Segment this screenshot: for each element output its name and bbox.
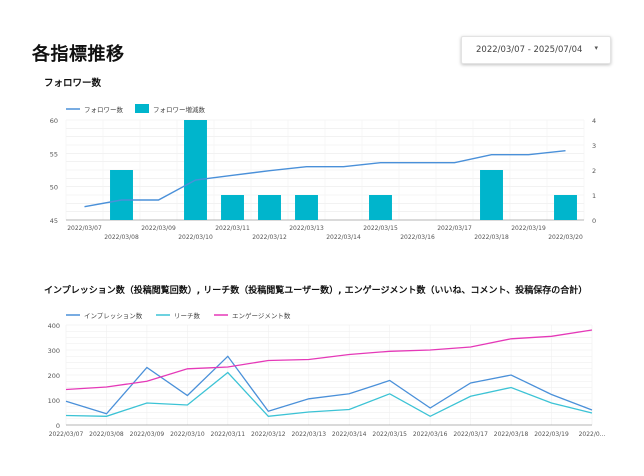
bar-follower-change bbox=[480, 170, 503, 220]
y-tick-right: 4 bbox=[592, 117, 596, 125]
follower-chart: フォロワー数 フォロワー増減数45505560012342022/03/07202… bbox=[50, 104, 596, 241]
legend-label: エンゲージメント数 bbox=[232, 311, 291, 320]
date-range-picker[interactable]: 2022/03/07 - 2025/07/04 ▾ bbox=[461, 36, 611, 64]
y-tick-left: 50 bbox=[50, 184, 58, 192]
x-tick: 2022/03/08 bbox=[104, 234, 139, 241]
legend-follower-change: フォロワー増減数 bbox=[153, 105, 206, 114]
y-tick-right: 0 bbox=[592, 217, 596, 225]
series-line bbox=[65, 329, 593, 391]
x-tick: 2022/03/13 bbox=[289, 225, 324, 232]
bar-follower-change bbox=[184, 120, 207, 220]
y-tick: 0 bbox=[56, 422, 60, 430]
legend-label: インプレッション数 bbox=[84, 311, 143, 320]
y-tick-right: 2 bbox=[592, 167, 596, 175]
legend-bar-swatch bbox=[135, 104, 149, 113]
x-tick: 2022/03/10 bbox=[178, 234, 213, 241]
x-tick: 2022/03/16 bbox=[413, 431, 448, 438]
x-tick: 2022/03/18 bbox=[494, 431, 529, 438]
page-title: 各指標推移 bbox=[32, 44, 125, 65]
line-follower-count bbox=[84, 150, 566, 208]
series-line bbox=[65, 355, 593, 415]
engagement-chart-title: インプレッション数（投稿閲覧回数）, リーチ数（投稿閲覧ユーザー数）, エンゲー… bbox=[44, 286, 588, 296]
x-tick: 2022/03/17 bbox=[453, 431, 488, 438]
engagement-chart: インプレッション数 リーチ数 エンゲージメント数 0 100 200 300 400 2022/… bbox=[48, 311, 606, 438]
y-tick-left: 60 bbox=[50, 117, 58, 125]
y-tick: 300 bbox=[48, 347, 60, 355]
y-tick-left: 45 bbox=[50, 217, 58, 225]
x-tick: 2022/03/17 bbox=[437, 225, 472, 232]
x-tick: 2022/03/19 bbox=[511, 225, 546, 232]
x-tick: 2022/03/12 bbox=[252, 234, 287, 241]
y-tick: 400 bbox=[48, 322, 60, 330]
caret-down-icon: ▾ bbox=[594, 44, 598, 52]
y-tick-right: 3 bbox=[592, 142, 596, 150]
x-tick: 2022/03/11 bbox=[211, 431, 246, 438]
bar-follower-change bbox=[258, 195, 281, 220]
y-tick-left: 55 bbox=[50, 150, 58, 158]
x-tick: 2022/03/10 bbox=[170, 431, 205, 438]
x-tick: 2022/03/16 bbox=[400, 234, 435, 241]
x-tick: 2022/03/09 bbox=[141, 225, 176, 232]
legend-follower-count: フォロワー数 bbox=[84, 105, 124, 114]
x-tick: 2022/03/14 bbox=[332, 431, 367, 438]
bar-follower-change bbox=[110, 170, 133, 220]
y-tick: 200 bbox=[48, 372, 60, 380]
x-tick: 2022/03/14 bbox=[326, 234, 361, 241]
x-tick: 2022/03/19 bbox=[534, 431, 569, 438]
x-tick: 2022/03/08 bbox=[89, 431, 124, 438]
series-line bbox=[65, 371, 593, 418]
legend-label: リーチ数 bbox=[174, 311, 201, 320]
x-tick: 2022/03/15 bbox=[363, 225, 398, 232]
bar-follower-change bbox=[221, 195, 244, 220]
x-tick: 2022/03/11 bbox=[215, 225, 250, 232]
x-tick: 2022/03/13 bbox=[291, 431, 326, 438]
x-tick: 2022/0... bbox=[579, 431, 606, 438]
y-tick-right: 1 bbox=[592, 192, 596, 200]
x-tick: 2022/03/09 bbox=[130, 431, 165, 438]
x-tick: 2022/03/07 bbox=[49, 431, 84, 438]
bar-follower-change bbox=[295, 195, 318, 220]
bar-follower-change bbox=[554, 195, 577, 220]
y-tick: 100 bbox=[48, 397, 60, 405]
x-tick: 2022/03/12 bbox=[251, 431, 286, 438]
bar-follower-change bbox=[369, 195, 392, 220]
x-tick: 2022/03/15 bbox=[372, 431, 407, 438]
x-tick: 2022/03/07 bbox=[67, 225, 102, 232]
x-tick: 2022/03/20 bbox=[548, 234, 583, 241]
date-range-text: 2022/03/07 - 2025/07/04 bbox=[476, 45, 583, 55]
follower-chart-title: フォロワー数 bbox=[44, 78, 102, 89]
x-tick: 2022/03/18 bbox=[474, 234, 509, 241]
